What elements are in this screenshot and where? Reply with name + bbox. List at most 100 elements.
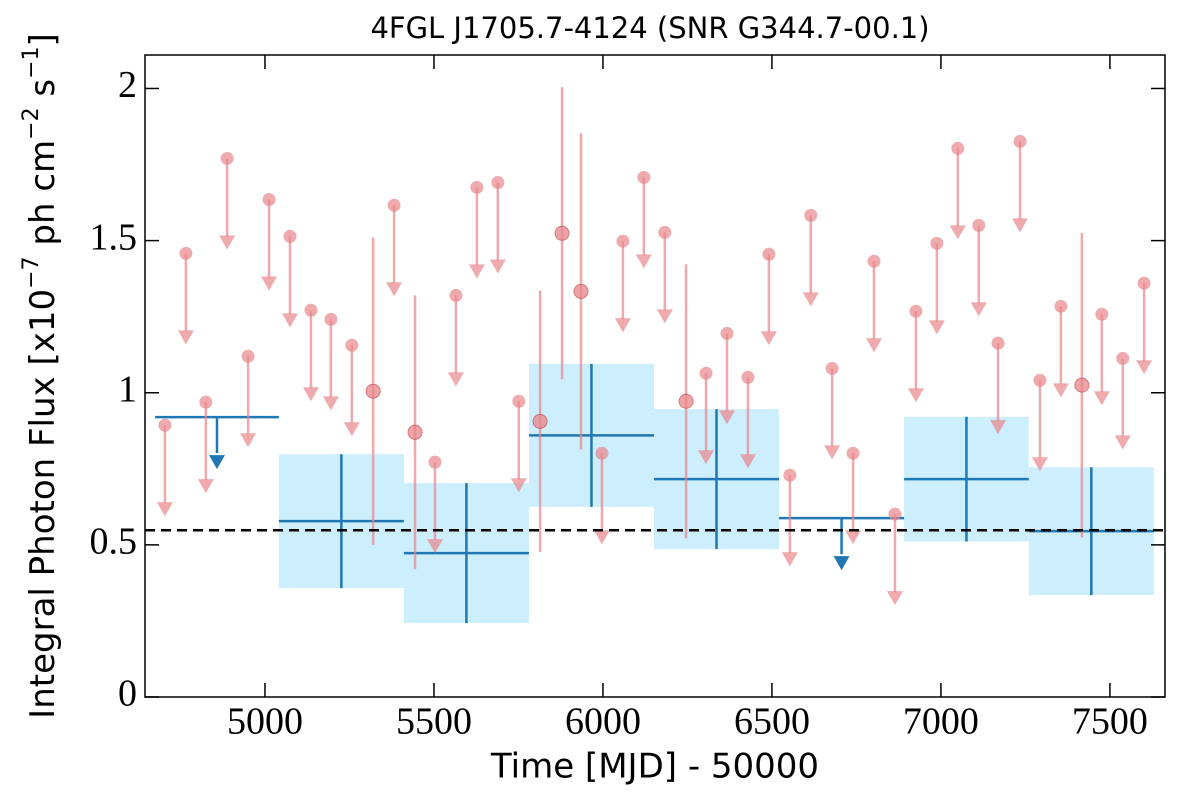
upper-limit-point bbox=[449, 288, 463, 302]
upper-limit-point bbox=[616, 234, 630, 248]
upper-limit-head bbox=[261, 276, 278, 291]
upper-limit-head bbox=[739, 454, 756, 469]
upper-limit-point bbox=[867, 254, 881, 268]
chart-title: 4FGL J1705.7-4124 (SNR G344.7-00.1) bbox=[370, 11, 929, 45]
upper-limit-head bbox=[781, 552, 798, 567]
upper-limit-head bbox=[1012, 218, 1029, 233]
upper-limit-head bbox=[510, 478, 527, 493]
upper-limit-point bbox=[658, 225, 672, 239]
upper-limit-point bbox=[991, 336, 1005, 350]
upper-limit-point bbox=[283, 229, 297, 243]
upper-limit-point bbox=[199, 395, 213, 409]
x-tick-label: 5500 bbox=[396, 701, 472, 743]
x-tick-label: 6500 bbox=[734, 701, 810, 743]
upper-limit-head bbox=[593, 530, 610, 545]
upper-limit-head bbox=[156, 502, 173, 517]
upper-limit-point bbox=[637, 170, 651, 184]
detection-point bbox=[532, 413, 548, 429]
y-axis-label-part: −1 bbox=[19, 46, 44, 78]
upper-limit-point bbox=[846, 446, 860, 460]
upper-limit-point bbox=[909, 304, 923, 318]
x-tick-label: 6000 bbox=[565, 701, 641, 743]
upper-limit-head bbox=[489, 259, 506, 274]
y-axis-label-part: s bbox=[23, 79, 63, 108]
upper-limit-head bbox=[240, 433, 257, 448]
upper-limit-point bbox=[930, 236, 944, 250]
upper-limit-head bbox=[219, 235, 236, 250]
upper-limit-head bbox=[970, 302, 987, 317]
y-axis-label-part: ph cm bbox=[23, 140, 63, 257]
upper-limit-head bbox=[656, 309, 673, 324]
x-tick-label: 7000 bbox=[903, 701, 979, 743]
upper-limit-head bbox=[1136, 360, 1153, 375]
upper-limit-point bbox=[262, 193, 276, 207]
upper-limit-head bbox=[698, 450, 715, 465]
detection-point bbox=[1074, 377, 1090, 393]
plot-area bbox=[155, 87, 1154, 624]
upper-limit-head bbox=[197, 479, 214, 494]
upper-limit-head bbox=[886, 591, 903, 606]
axes-frame bbox=[144, 54, 1166, 698]
detection-point bbox=[407, 424, 423, 440]
upper-limit-head bbox=[281, 313, 298, 328]
upper-limit-point bbox=[783, 468, 797, 482]
bin-upper-limit-head bbox=[833, 556, 850, 571]
upper-limit-point bbox=[1095, 307, 1109, 321]
upper-limit-point bbox=[741, 370, 755, 384]
upper-limit-head bbox=[866, 338, 883, 353]
y-tick-label: 0 bbox=[118, 673, 137, 715]
upper-limit-point bbox=[220, 151, 234, 165]
upper-limit-point bbox=[1013, 134, 1027, 148]
upper-limit-head bbox=[949, 225, 966, 240]
detection-point bbox=[678, 393, 694, 409]
upper-limit-point bbox=[825, 361, 839, 375]
upper-limit-point bbox=[595, 446, 609, 460]
upper-limit-head bbox=[386, 282, 403, 297]
upper-limit-head bbox=[302, 387, 319, 402]
upper-limit-head bbox=[177, 330, 194, 345]
upper-limit-head bbox=[760, 331, 777, 346]
upper-limit-point bbox=[972, 218, 986, 232]
upper-limit-head bbox=[1114, 435, 1131, 450]
upper-limit-head bbox=[824, 445, 841, 460]
upper-limit-head bbox=[322, 396, 339, 411]
upper-limit-point bbox=[179, 246, 193, 260]
y-axis-label-part: −7 bbox=[19, 256, 44, 288]
upper-limit-head bbox=[907, 388, 924, 403]
upper-limit-head bbox=[343, 422, 360, 437]
upper-limit-point bbox=[158, 418, 172, 432]
upper-limit-point bbox=[951, 141, 965, 155]
upper-limit-head bbox=[468, 264, 485, 279]
upper-limit-point bbox=[762, 247, 776, 261]
upper-limit-point bbox=[1116, 351, 1130, 365]
upper-limit-point bbox=[470, 180, 484, 194]
upper-limit-head bbox=[1031, 457, 1048, 472]
upper-limit-head bbox=[447, 372, 464, 387]
upper-limit-head bbox=[802, 292, 819, 307]
upper-limit-head bbox=[635, 254, 652, 269]
y-axis-label-part: −2 bbox=[19, 107, 44, 139]
upper-limit-head bbox=[1093, 391, 1110, 406]
upper-limit-point bbox=[241, 349, 255, 363]
upper-limit-head bbox=[928, 320, 945, 335]
upper-limit-head bbox=[990, 420, 1007, 435]
upper-limit-point bbox=[804, 208, 818, 222]
upper-limit-head bbox=[426, 539, 443, 554]
x-tick-label: 5000 bbox=[227, 701, 303, 743]
upper-limit-point bbox=[699, 366, 713, 380]
y-axis-label-part: Integral Photon Flux [x10 bbox=[23, 289, 63, 719]
y-axis-label: Integral Photon Flux [x10−7 ph cm−2 s−1] bbox=[19, 33, 63, 719]
upper-limit-point bbox=[428, 455, 442, 469]
bin-upper-limit-head bbox=[208, 455, 225, 470]
upper-limit-point bbox=[491, 175, 505, 189]
y-axis-label-part: ] bbox=[23, 33, 63, 46]
upper-limit-point bbox=[512, 394, 526, 408]
y-tick-label: 1 bbox=[118, 368, 137, 410]
upper-limit-point bbox=[387, 198, 401, 212]
x-axis-label: Time [MJD] - 50000 bbox=[490, 747, 819, 787]
upper-limit-head bbox=[614, 318, 631, 333]
upper-limit-point bbox=[1033, 373, 1047, 387]
upper-limit-point bbox=[888, 507, 902, 521]
y-tick-label: 2 bbox=[118, 64, 137, 106]
